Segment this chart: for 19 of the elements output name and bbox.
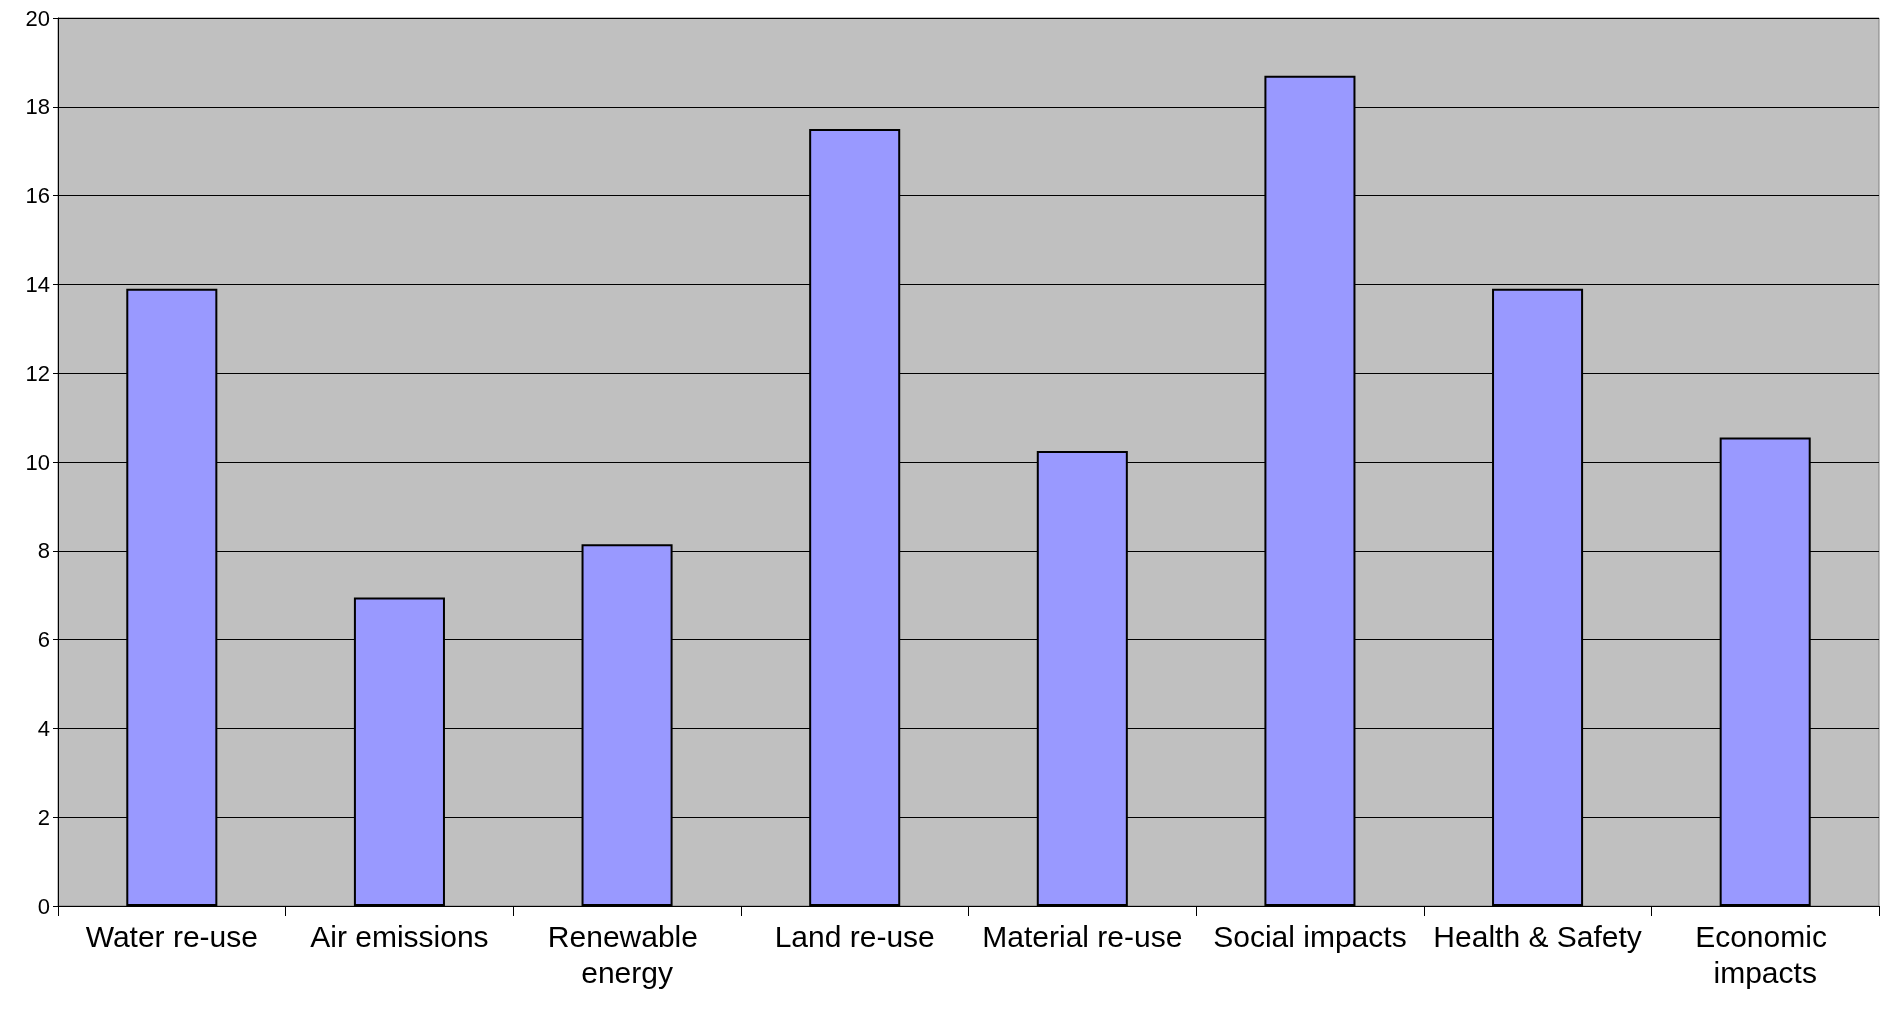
y-tick-label: 0 bbox=[37, 893, 50, 919]
x-tick-label: Renewable energy bbox=[547, 919, 707, 989]
x-tick-label: Water re-use bbox=[85, 919, 258, 953]
x-tick-label: Land re-use bbox=[774, 919, 935, 953]
x-tick-label: Economic impacts bbox=[1695, 919, 1836, 989]
y-tick-label: 20 bbox=[25, 5, 50, 31]
x-tick-label: Material re-use bbox=[982, 919, 1183, 953]
y-tick-label: 8 bbox=[37, 538, 50, 564]
x-tick-label: Social impacts bbox=[1213, 919, 1407, 953]
x-tick-label: Air emissions bbox=[310, 919, 489, 953]
y-tick-label: 18 bbox=[25, 94, 50, 120]
y-tick-label: 16 bbox=[25, 183, 50, 209]
y-tick-label: 10 bbox=[25, 449, 50, 475]
y-tick-label: 14 bbox=[25, 271, 50, 297]
y-tick-label: 6 bbox=[37, 627, 50, 653]
y-tick-label: 4 bbox=[37, 715, 50, 741]
y-tick-label: 2 bbox=[37, 804, 50, 830]
x-tick-label: Health & Safety bbox=[1433, 919, 1642, 953]
y-tick-label: 12 bbox=[25, 360, 50, 386]
